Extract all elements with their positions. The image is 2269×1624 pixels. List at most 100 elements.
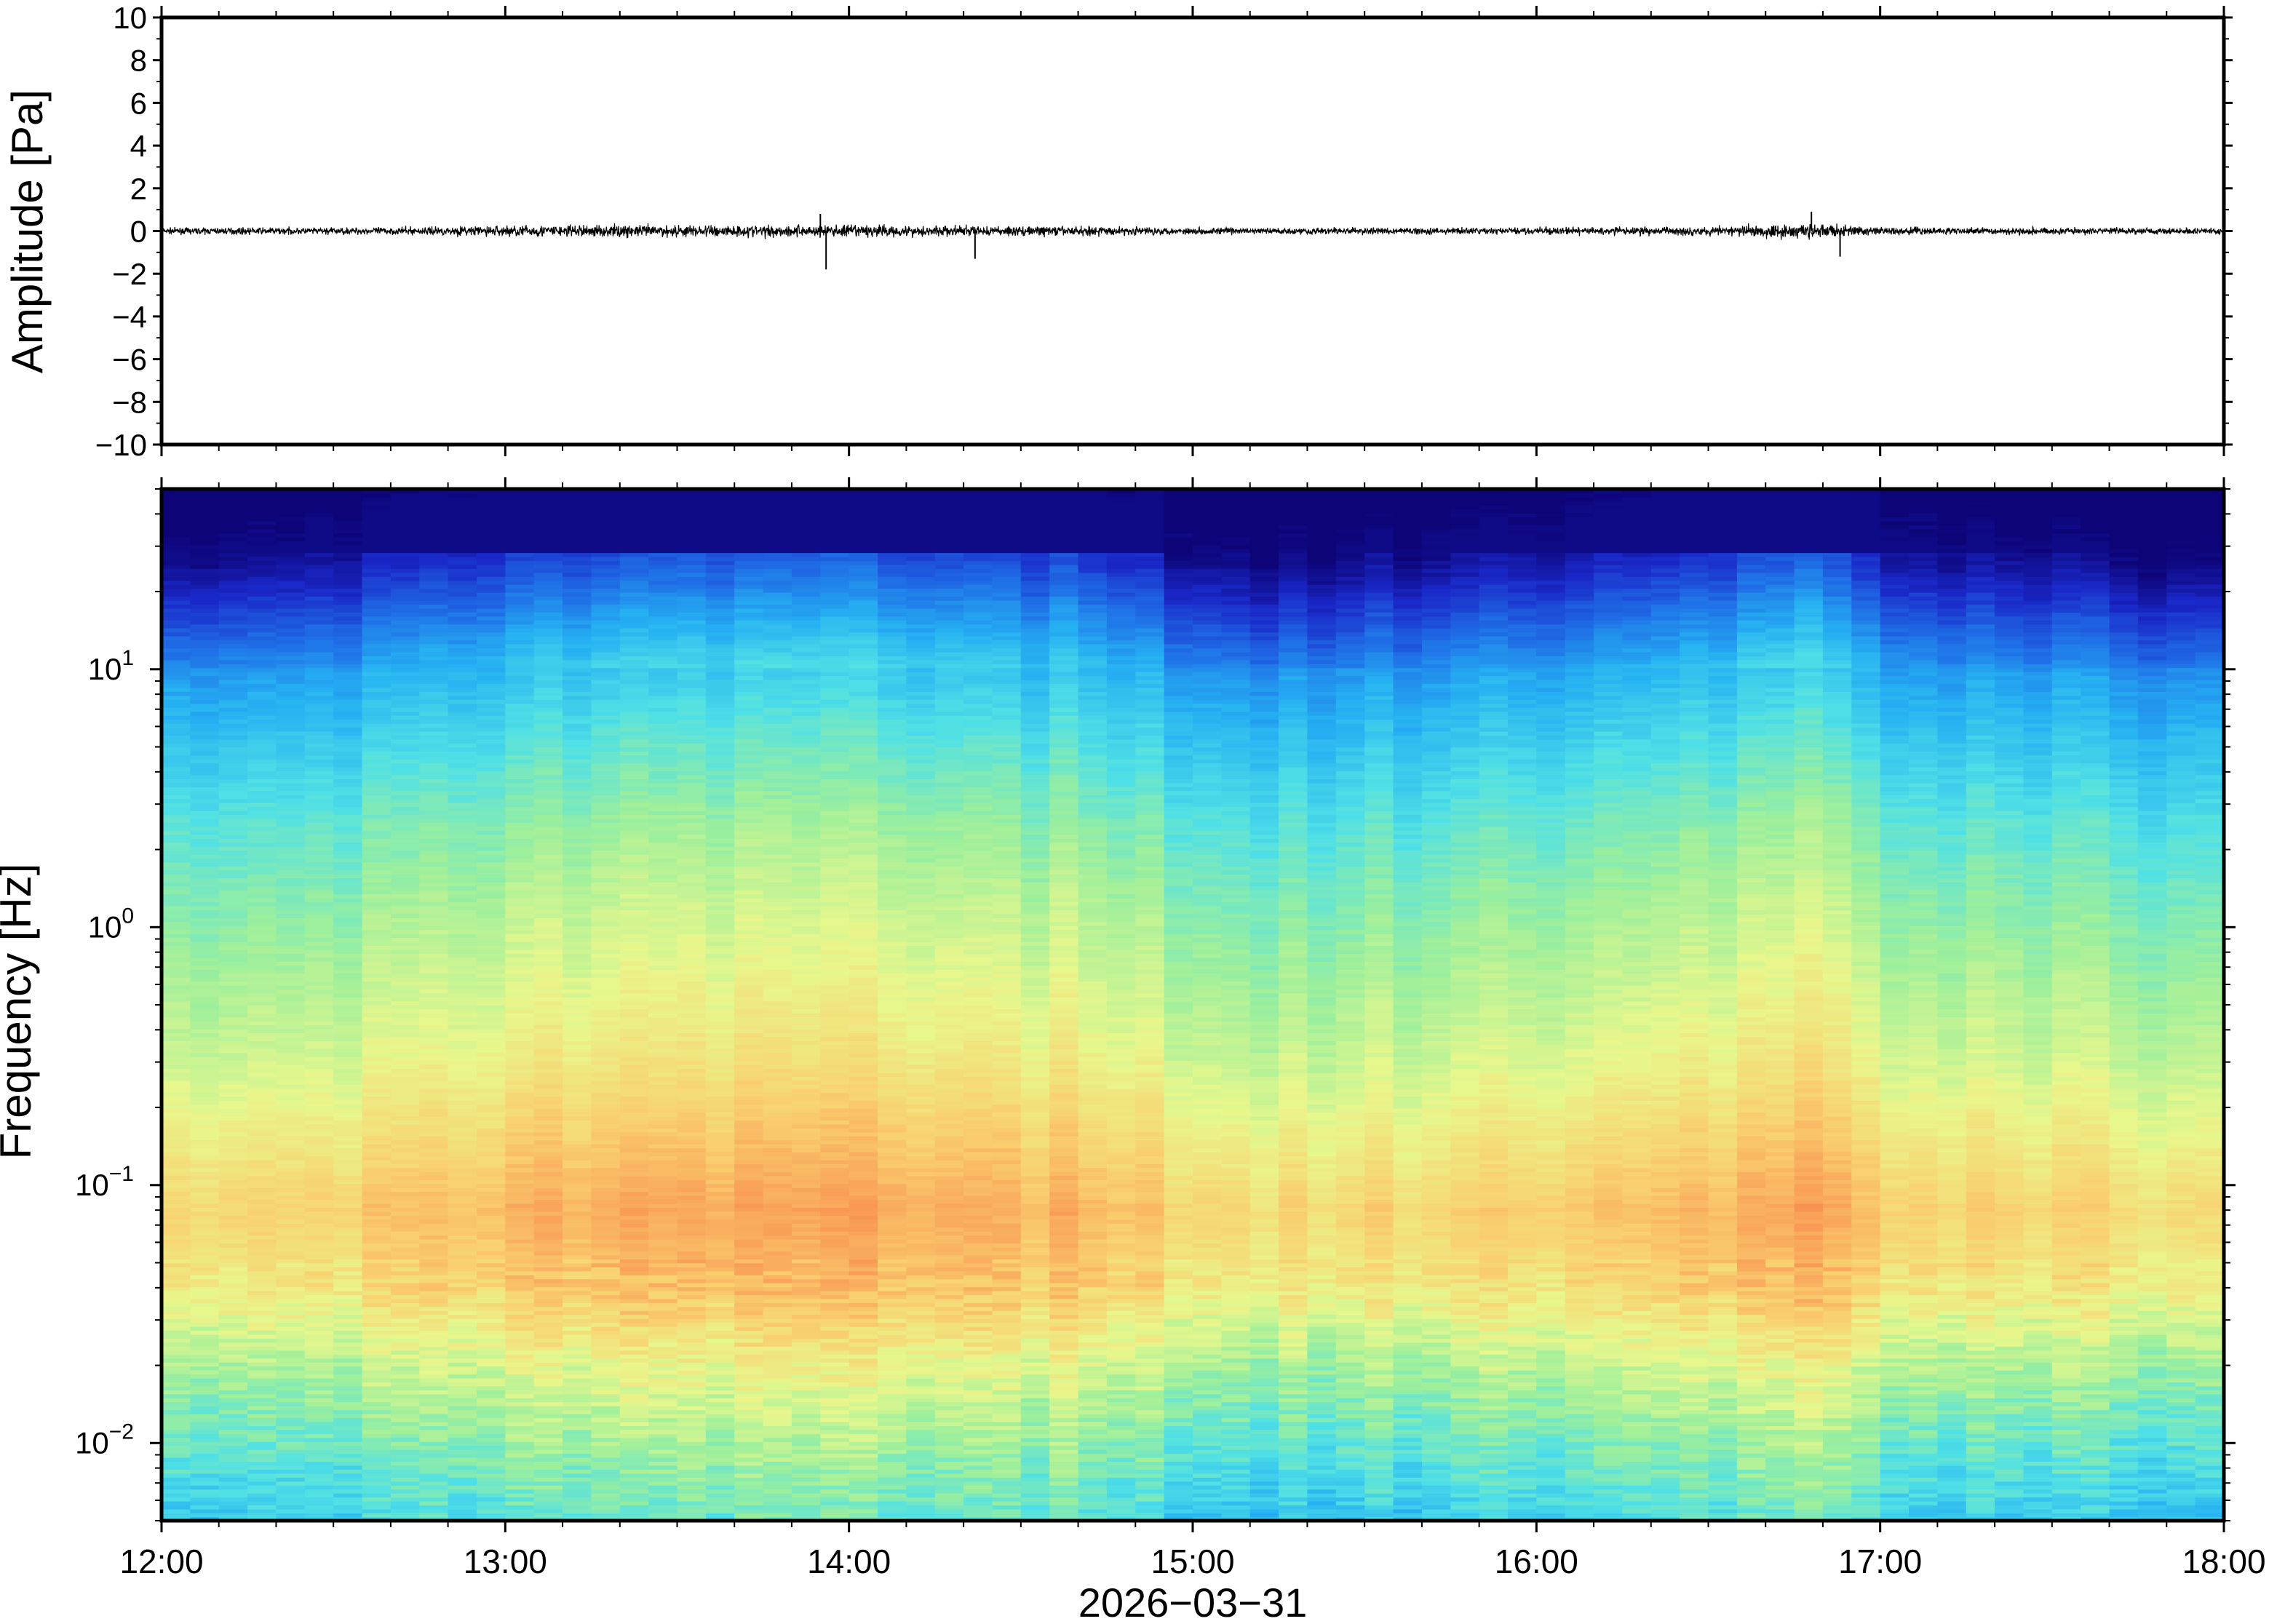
spectrogram-cell [591,715,621,720]
spectrogram-cell [276,1060,306,1065]
spectrogram-cell [648,1136,678,1141]
spectrogram-cell [333,659,363,664]
spectrogram-cell [505,834,535,839]
spectrogram-cell [419,1310,449,1315]
spectrogram-cell [563,520,592,525]
spectrogram-cell [190,1262,220,1267]
spectrogram-cell [477,504,506,510]
spectrogram-cell [619,635,649,641]
spectrogram-cell [419,802,449,808]
spectrogram-cell [419,1123,449,1129]
spectrogram-cell [677,1207,707,1212]
spectrogram-cell [218,1151,248,1157]
spectrogram-cell [591,1254,621,1259]
spectrogram-cell [333,572,363,577]
spectrogram-cell [190,1267,220,1272]
spectrogram-cell [276,787,306,792]
spectrogram-cell [304,782,334,787]
spectrogram-cell [419,715,449,720]
spectrogram-cell [505,656,535,661]
spectrogram-cell [333,893,363,899]
spectrogram-cell [533,889,563,895]
spectrogram-cell [304,881,334,887]
spectrogram-cell [218,735,248,740]
spectrogram-cell [648,1326,678,1332]
spectrogram-cell [563,496,592,502]
spectrogram-cell [505,671,535,677]
spectrogram-cell [505,961,535,966]
spectrogram-cell [162,608,191,613]
spectrogram-cell [276,925,306,931]
spectrogram-cell [448,1294,477,1299]
spectrogram-cell [648,1390,678,1395]
spectrogram-cell [448,1417,477,1422]
spectrogram-cell [477,1306,506,1311]
spectrogram-cell [505,845,535,851]
spectrogram-cell [619,604,649,609]
spectrogram-cell [218,533,248,538]
spectrogram-cell [362,901,392,907]
spectrogram-cell [448,1374,477,1379]
spectrogram-cell [333,1243,363,1248]
spectrogram-cell [190,779,220,784]
spectrogram-cell [276,1211,306,1216]
spectrogram-cell [448,826,477,831]
spectrogram-cell [218,1159,248,1164]
spectrogram-cell [619,536,649,541]
spectrogram-cell [563,1274,592,1280]
spectrogram-cell [362,691,392,696]
spectrogram-cell [362,683,392,688]
spectrogram-cell [591,648,621,653]
spectrogram-cell [419,1243,449,1248]
spectrogram-cell [218,1195,248,1201]
spectrogram-cell [276,1207,306,1212]
spectrogram-cell [477,1314,506,1319]
spectrogram-cell [333,1497,363,1502]
spectrogram-cell [247,989,277,994]
spectrogram-cell [390,1052,421,1057]
spectrogram-cell [533,822,563,827]
spectrogram-cell [390,981,421,986]
spectrogram-cell [276,1516,306,1521]
spectrogram-cell [419,1358,449,1363]
spectrogram-cell [533,1048,563,1054]
spectrogram-cell [162,659,191,664]
spectrogram-cell [619,810,649,816]
spectrogram-cell [563,1246,592,1251]
spectrogram-cell [304,1361,334,1367]
spectrogram-cell [448,1361,477,1367]
spectrogram-cell [533,1361,563,1367]
spectrogram-cell [533,921,563,926]
spectrogram-cell [390,664,421,669]
spectrogram-cell [390,1469,421,1474]
spectrogram-cell [276,814,306,819]
spectrogram-cell [563,1136,592,1141]
spectrogram-cell [477,1120,506,1125]
spectrogram-cell [276,945,306,950]
spectrogram-cell [505,1215,535,1220]
spectrogram-cell [648,918,678,923]
spectrogram-cell [477,1267,506,1272]
waveform-line [162,223,2224,240]
spectrogram-cell [677,976,707,982]
spectrogram-cell [533,918,563,923]
spectrogram-cell [419,1361,449,1367]
spectrogram-cell [619,1492,649,1498]
spectrogram-cell [477,1112,506,1117]
spectrogram-cell [477,1318,506,1324]
spectrogram-cell [505,794,535,800]
spectrogram-cell [333,1500,363,1505]
spectrogram-cell [591,1489,621,1494]
spectrogram-cell [677,1175,707,1180]
spectrogram-cell [533,893,563,899]
spectrogram-cell [677,1270,707,1275]
spectrogram-cell [591,853,621,859]
spectrogram-cell [333,699,363,704]
spectrogram-cell [390,1020,421,1026]
spectrogram-cell [390,1457,421,1462]
spectrogram-cell [304,1223,334,1228]
spectrogram-cell [304,1020,334,1026]
spectrogram-cell [362,533,392,538]
spectrogram-cell [247,933,277,939]
spectrogram-cell [333,845,363,851]
